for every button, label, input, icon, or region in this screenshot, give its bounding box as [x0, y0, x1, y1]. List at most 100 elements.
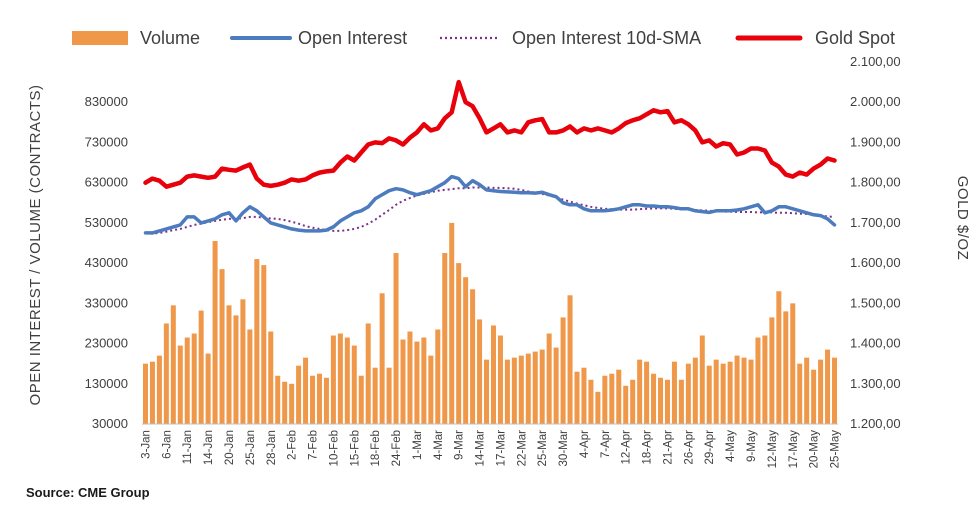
y-axis-right-title: GOLD $/OZ — [954, 176, 971, 261]
x-tick-label: 4-Mar — [433, 430, 445, 460]
volume-bar — [156, 355, 162, 424]
y-axis-left-title: OPEN INTEREST / VOLUME (CONTRACTS) — [27, 85, 44, 406]
volume-bar — [414, 341, 420, 424]
x-tick-label: 6-Jan — [161, 430, 173, 459]
volume-bar — [428, 355, 434, 424]
legend-open-interest-label: Open Interest — [298, 28, 407, 48]
volume-bar — [811, 369, 817, 424]
x-tick-label: 28-Jan — [266, 430, 278, 465]
volume-bar — [574, 371, 580, 424]
volume-bar — [344, 337, 350, 424]
volume-bar — [783, 311, 789, 424]
volume-bar — [769, 317, 775, 424]
volume-bar — [581, 367, 587, 424]
volume-bar — [184, 337, 190, 424]
y-left-tick-label: 230000 — [85, 336, 128, 351]
legend: Volume Open Interest Open Interest 10d-S… — [72, 28, 895, 48]
volume-bar — [240, 299, 246, 424]
x-tick-label: 4-Apr — [579, 430, 591, 458]
volume-bar — [762, 335, 768, 424]
volume-bar — [233, 315, 239, 424]
volume-bar — [713, 359, 719, 424]
volume-bar — [393, 253, 399, 424]
volume-bar — [804, 357, 810, 424]
x-tick-label: 15-Feb — [349, 430, 361, 466]
legend-sma-label: Open Interest 10d-SMA — [512, 28, 701, 48]
gold-spot-line — [143, 79, 837, 189]
open-interest-line — [143, 174, 837, 235]
volume-bar — [449, 222, 455, 424]
volume-bar — [163, 323, 169, 424]
x-tick-label: 25-Mar — [537, 430, 549, 467]
source-note: Source: CME Group — [26, 485, 150, 500]
x-tick-label: 1-Mar — [412, 430, 424, 460]
volume-bar — [149, 361, 155, 424]
y-right-tick-label: 1.900,00 — [850, 134, 901, 149]
x-tick-label: 30-Mar — [558, 430, 570, 467]
x-tick-label: 21-Apr — [663, 430, 675, 465]
x-axis-ticks: 3-Jan 6-Jan 11-Jan 14-Jan 20-Jan 25-Jan 28-Jan… — [141, 430, 842, 469]
volume-bar — [560, 317, 566, 424]
volume-bar — [337, 333, 343, 424]
volume-bar — [177, 345, 183, 424]
volume-bar — [511, 357, 517, 424]
volume-bar — [435, 329, 441, 424]
volume-bar — [727, 361, 733, 424]
volume-bar — [142, 363, 148, 424]
volume-bar — [546, 333, 552, 424]
x-tick-label: 20-May — [809, 430, 821, 469]
volume-bar — [219, 269, 225, 424]
volume-bar — [748, 359, 754, 424]
volume-bar — [386, 367, 392, 424]
x-tick-label: 25-May — [830, 430, 842, 469]
x-tick-label: 25-Jan — [245, 430, 257, 465]
volume-bar — [261, 265, 267, 424]
y-right-tick-label: 1.500,00 — [850, 295, 901, 310]
y-left-tick-label: 30000 — [92, 416, 128, 431]
x-tick-label: 9-Mar — [454, 430, 466, 460]
y-right-tick-label: 1.400,00 — [850, 336, 901, 351]
volume-bar — [296, 365, 302, 424]
volume-bar — [706, 365, 712, 424]
volume-bars — [142, 222, 838, 424]
volume-bar — [776, 291, 782, 424]
x-tick-label: 4-May — [725, 430, 737, 462]
volume-bar — [372, 367, 378, 424]
volume-bar — [567, 295, 573, 424]
volume-bar — [170, 305, 176, 424]
volume-bar — [734, 355, 740, 424]
volume-bar — [678, 379, 684, 424]
y-left-tick-label: 830000 — [85, 94, 128, 109]
volume-bar — [685, 363, 691, 424]
y-right-tick-label: 1.300,00 — [850, 376, 901, 391]
volume-bar — [198, 310, 204, 424]
volume-bar — [470, 289, 476, 424]
y-left-tick-label: 730000 — [85, 134, 128, 149]
volume-bar — [254, 259, 260, 424]
volume-bar — [692, 357, 698, 424]
volume-bar — [442, 253, 448, 424]
x-tick-label: 12-May — [767, 430, 779, 469]
volume-bar — [289, 383, 295, 424]
volume-bar — [588, 379, 594, 424]
volume-bar — [282, 381, 288, 424]
x-tick-label: 18-Apr — [642, 430, 654, 465]
volume-bar — [226, 305, 232, 424]
y-axis-right-ticks: 1.200,00 1.300,00 1.400,00 1.500,00 1.600,00… — [850, 54, 901, 431]
volume-bar — [316, 373, 322, 424]
volume-bar — [504, 359, 510, 424]
volume-bar — [518, 355, 524, 424]
legend-gold-label: Gold Spot — [815, 28, 895, 48]
volume-bar — [630, 379, 636, 424]
volume-bar — [532, 351, 538, 424]
volume-bar — [484, 359, 490, 424]
x-tick-label: 10-Feb — [328, 430, 340, 466]
volume-bar — [303, 357, 309, 424]
volume-bar — [379, 293, 385, 424]
y-left-tick-label: 530000 — [85, 215, 128, 230]
volume-bar — [651, 373, 657, 424]
x-tick-label: 14-Mar — [475, 430, 487, 467]
x-tick-label: 14-Jan — [203, 430, 215, 465]
